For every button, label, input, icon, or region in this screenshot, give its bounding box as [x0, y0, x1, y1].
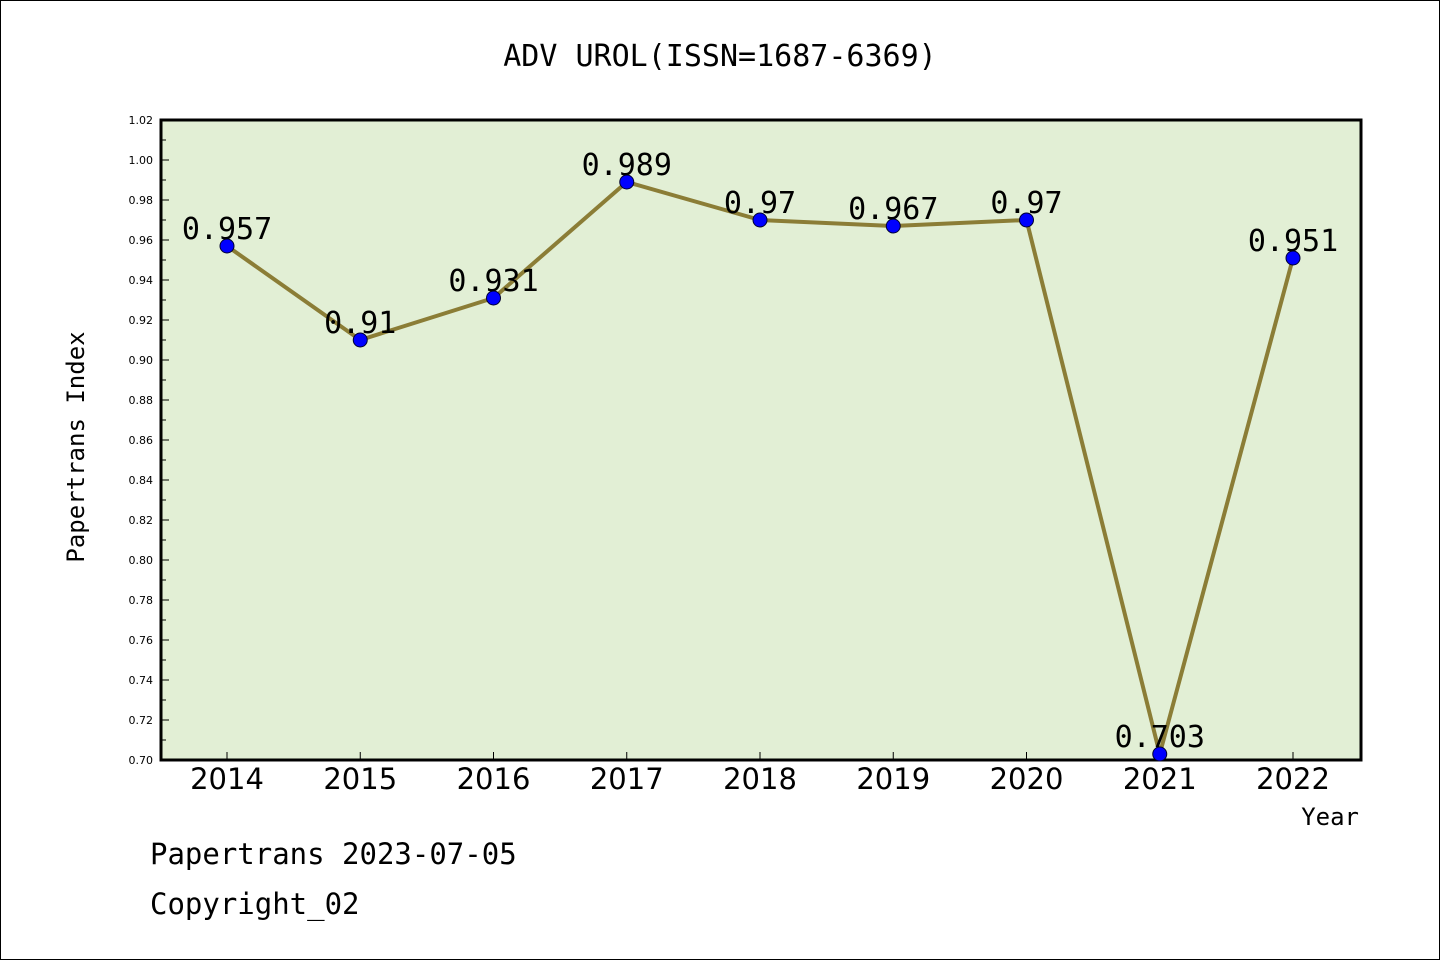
data-label: 0.957 — [182, 212, 272, 247]
y-tick-label: 0.70 — [129, 754, 154, 767]
y-tick-label: 0.82 — [129, 514, 154, 527]
y-tick-label: 0.80 — [129, 554, 154, 567]
y-tick-label: 0.76 — [129, 634, 154, 647]
x-tick-label: 2018 — [723, 762, 797, 796]
x-axis-label: Year — [1301, 803, 1359, 831]
y-axis-label: Papertrans Index — [62, 331, 90, 562]
y-tick-label: 0.86 — [129, 434, 154, 447]
y-tick-label: 0.96 — [129, 234, 154, 247]
y-tick-label: 0.88 — [129, 394, 154, 407]
data-point — [1285, 250, 1301, 266]
chart-title: ADV UROL(ISSN=1687-6369) — [503, 39, 936, 74]
footer-copyright: Copyright_02 — [150, 887, 360, 922]
data-label: 0.97 — [724, 186, 796, 221]
x-tick-label: 2021 — [1123, 762, 1197, 796]
data-point — [1019, 212, 1034, 228]
data-label: 0.97 — [990, 186, 1062, 221]
y-tick-label: 0.74 — [129, 674, 154, 687]
y-tick-label: 0.92 — [129, 314, 154, 327]
data-label: 0.931 — [448, 264, 538, 299]
data-point — [885, 218, 901, 234]
data-point — [486, 290, 501, 306]
x-tick-label: 2022 — [1256, 762, 1330, 796]
y-axis-ticks: 0.70 0.72 0.74 0.76 0.78 0.80 0.82 0.84 0.86 0.88… — [129, 114, 169, 767]
data-point — [619, 174, 635, 190]
x-tick-label: 2015 — [323, 762, 397, 796]
data-label: 0.989 — [582, 148, 672, 183]
data-label: 0.951 — [1248, 224, 1338, 259]
x-tick-label: 2020 — [990, 762, 1064, 796]
y-tick-label: 1.02 — [129, 114, 154, 127]
y-tick-label: 1.00 — [129, 154, 154, 167]
data-label: 0.91 — [324, 306, 396, 341]
x-axis-ticks: 2014 2015 2016 2017 2018 2019 2020 2021 2022 — [190, 752, 1330, 796]
x-tick-label: 2016 — [457, 762, 531, 796]
x-tick-label: 2019 — [856, 762, 930, 796]
data-point — [219, 238, 235, 254]
data-point — [352, 332, 368, 348]
data-label: 0.967 — [848, 192, 938, 227]
x-tick-label: 2014 — [190, 762, 264, 796]
y-tick-label: 0.90 — [129, 354, 154, 367]
y-tick-label: 0.84 — [129, 474, 154, 487]
series-group: 0.957 0.91 0.931 0.989 0.97 0.967 0.97 0.703 0.9… — [182, 148, 1338, 762]
footer-date: Papertrans 2023-07-05 — [150, 837, 517, 871]
data-point — [752, 212, 768, 228]
data-label: 0.703 — [1115, 720, 1205, 755]
data-point — [1152, 746, 1168, 762]
y-tick-label: 0.98 — [129, 194, 154, 207]
y-tick-label: 0.94 — [129, 274, 154, 287]
y-tick-label: 0.72 — [129, 714, 154, 727]
x-tick-label: 2017 — [590, 762, 664, 796]
y-tick-label: 0.78 — [129, 594, 154, 607]
